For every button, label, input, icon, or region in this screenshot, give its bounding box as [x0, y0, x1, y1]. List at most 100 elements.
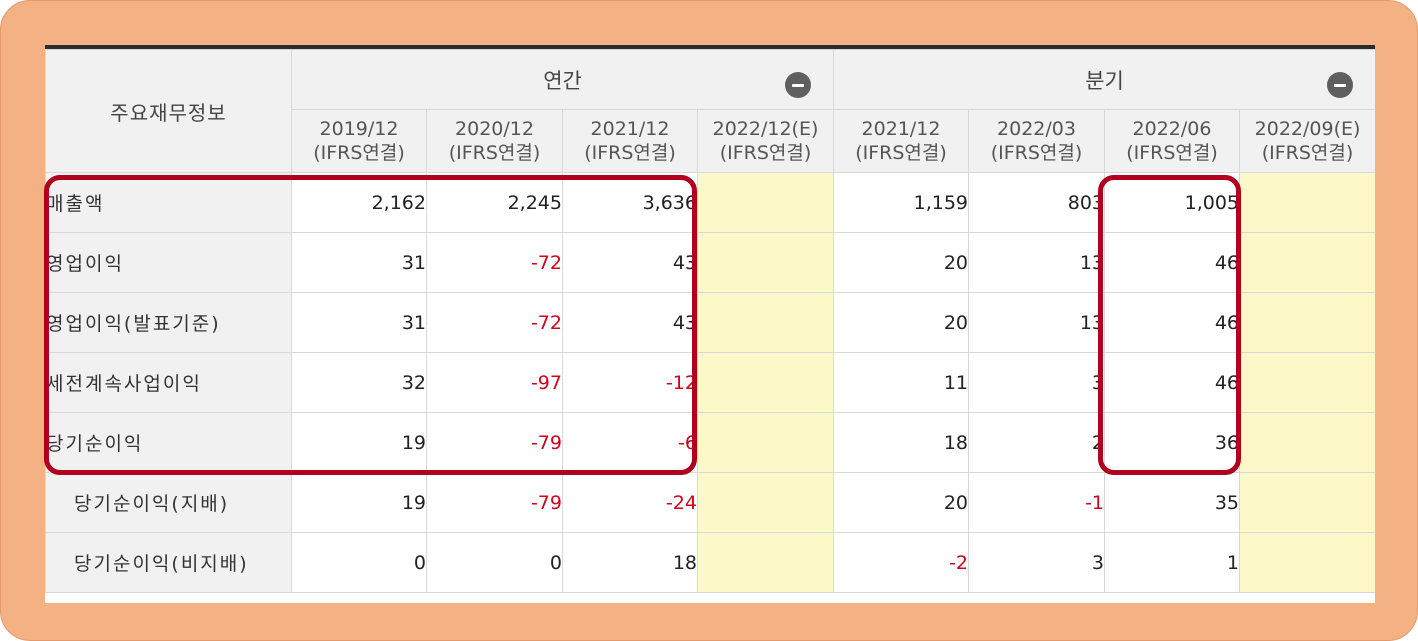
column-period: 2020/12 — [455, 118, 534, 140]
table-row: 영업이익 31 -72 43 20 13 46 — [45, 232, 1375, 293]
column-header: 2019/12 (IFRS연결) — [291, 109, 427, 173]
estimate-cell — [696, 472, 835, 533]
value-cell: 1 — [1104, 532, 1241, 593]
row-label: 매출액 — [45, 172, 292, 233]
column-header: 2021/12 (IFRS연결) — [562, 109, 698, 173]
value-cell: -79 — [426, 412, 563, 473]
value-cell: 20 — [833, 292, 970, 353]
estimate-cell — [1239, 412, 1375, 473]
row-label: 영업이익 — [45, 232, 292, 293]
value-cell: 19 — [291, 412, 427, 473]
value-cell: 0 — [291, 532, 427, 593]
value-cell: -79 — [426, 472, 563, 533]
value-cell: 3 — [968, 532, 1106, 593]
value-cell: 0 — [426, 532, 563, 593]
estimate-cell — [696, 232, 835, 293]
column-basis: (IFRS연결) — [1261, 142, 1354, 164]
column-period: 2022/06 — [1132, 118, 1212, 140]
value-cell: -1 — [968, 472, 1106, 533]
estimate-cell — [1239, 292, 1375, 353]
column-header: 2022/06 (IFRS연결) — [1104, 109, 1241, 173]
column-basis: (IFRS연결) — [990, 142, 1083, 164]
value-cell: 803 — [968, 172, 1106, 233]
quarter-group-label: 분기 — [1085, 68, 1124, 93]
value-cell: 2,245 — [426, 172, 563, 233]
row-label: 세전계속사업이익 — [45, 352, 292, 413]
value-cell: 46 — [1104, 352, 1241, 413]
value-cell: -12 — [562, 352, 698, 413]
minus-circle-icon[interactable] — [785, 72, 812, 98]
row-label: 당기순이익(비지배) — [45, 532, 292, 593]
table-row: 영업이익(발표기준) 31 -72 43 20 13 46 — [45, 292, 1375, 353]
table-row: 당기순이익(지배) 19 -79 -24 20 -1 35 — [45, 472, 1375, 533]
row-label: 당기순이익(지배) — [45, 472, 292, 533]
value-cell: 2,162 — [291, 172, 427, 233]
row-label: 영업이익(발표기준) — [45, 292, 292, 353]
value-cell: 35 — [1104, 472, 1241, 533]
value-cell: 3,636 — [562, 172, 698, 233]
column-period: 2022/03 — [997, 118, 1076, 140]
value-cell: -97 — [426, 352, 563, 413]
quarter-group-header: 분기 — [833, 49, 1375, 110]
annual-group-label: 연간 — [543, 68, 582, 93]
value-cell: 46 — [1104, 232, 1241, 293]
table-row: 당기순이익 19 -79 -6 18 2 36 — [45, 412, 1375, 473]
estimate-cell — [696, 412, 835, 473]
value-cell: 36 — [1104, 412, 1241, 473]
value-cell: 11 — [833, 352, 970, 413]
column-period: 2021/12 — [590, 118, 670, 140]
value-cell: 3 — [968, 352, 1106, 413]
value-cell: -72 — [426, 292, 563, 353]
column-basis: (IFRS연결) — [719, 142, 812, 164]
column-basis: (IFRS연결) — [1126, 142, 1218, 164]
estimate-cell — [1239, 172, 1375, 233]
column-period: 2022/12(E) — [712, 118, 819, 140]
value-cell: 19 — [291, 472, 427, 533]
column-basis: (IFRS연결) — [448, 142, 541, 164]
column-period: 2021/12 — [861, 118, 941, 140]
minus-circle-icon[interactable] — [1327, 72, 1354, 98]
estimate-cell — [696, 172, 835, 233]
column-period: 2022/09(E) — [1254, 118, 1361, 140]
column-basis: (IFRS연결) — [584, 142, 676, 164]
column-basis: (IFRS연결) — [313, 142, 405, 164]
value-cell: 1,005 — [1104, 172, 1241, 233]
column-basis: (IFRS연결) — [855, 142, 947, 164]
value-cell: 20 — [833, 472, 970, 533]
table-row: 당기순이익(비지배) 0 0 18 -2 3 1 — [45, 532, 1375, 593]
column-period: 2019/12 — [319, 118, 399, 140]
value-cell: 18 — [562, 532, 698, 593]
value-cell: 13 — [968, 232, 1106, 293]
value-cell: -72 — [426, 232, 563, 293]
estimate-cell — [696, 532, 835, 593]
value-cell: 31 — [291, 292, 427, 353]
financial-table: 주요재무정보 연간 분기 2019/12 (IFRS연결) 2020/12 (IFRS… — [45, 49, 1375, 593]
value-cell: 18 — [833, 412, 970, 473]
estimate-cell — [1239, 352, 1375, 413]
estimate-cell — [1239, 472, 1375, 533]
corner-label: 주요재무정보 — [45, 49, 292, 173]
value-cell: 43 — [562, 292, 698, 353]
value-cell: -6 — [562, 412, 698, 473]
value-cell: 43 — [562, 232, 698, 293]
value-cell: 46 — [1104, 292, 1241, 353]
value-cell: 2 — [968, 412, 1106, 473]
value-cell: 20 — [833, 232, 970, 293]
value-cell: 1,159 — [833, 172, 970, 233]
table-row: 매출액 2,162 2,245 3,636 1,159 803 1,005 — [45, 172, 1375, 233]
financial-summary-panel: 주요재무정보 연간 분기 2019/12 (IFRS연결) 2020/12 (IFRS… — [45, 45, 1375, 603]
value-cell: 32 — [291, 352, 427, 413]
estimate-cell — [696, 292, 835, 353]
estimate-cell — [696, 352, 835, 413]
value-cell: -24 — [562, 472, 698, 533]
estimate-cell — [1239, 532, 1375, 593]
value-cell: 31 — [291, 232, 427, 293]
column-header: 2020/12 (IFRS연결) — [426, 109, 563, 173]
value-cell: -2 — [833, 532, 970, 593]
value-cell: 13 — [968, 292, 1106, 353]
estimate-cell — [1239, 232, 1375, 293]
column-header: 2022/12(E) (IFRS연결) — [696, 109, 835, 173]
column-header: 2021/12 (IFRS연결) — [833, 109, 970, 173]
column-header: 2022/03 (IFRS연결) — [968, 109, 1106, 173]
